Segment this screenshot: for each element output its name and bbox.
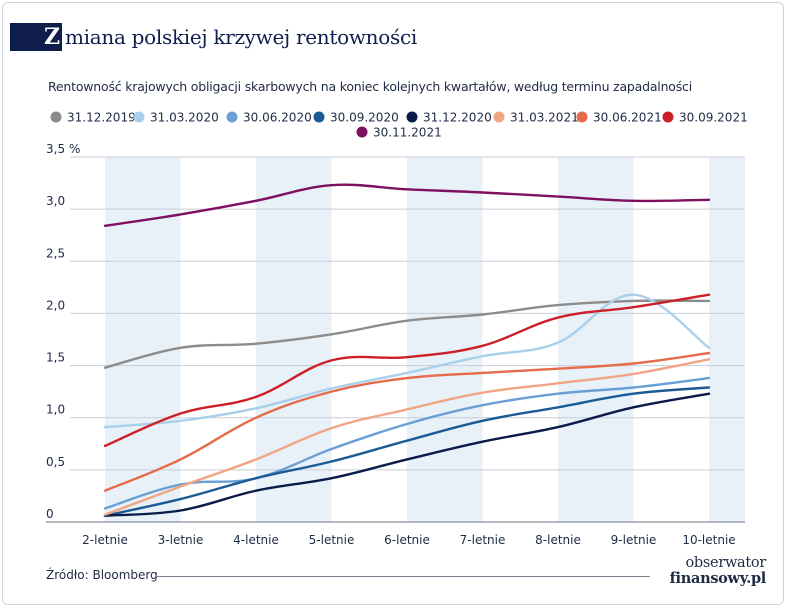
x-tick-label: 6-letnie <box>384 533 430 547</box>
legend-label: 31.12.2019 <box>67 111 136 125</box>
series-line-31.03.2021 <box>103 358 711 516</box>
background-band <box>105 157 181 522</box>
legend-marker <box>313 111 325 123</box>
legend-label: 31.03.2020 <box>150 111 219 125</box>
series-line-30.06.2020 <box>103 376 711 510</box>
x-tick-label: 9-letnie <box>611 533 657 547</box>
y-tick-label: 0 <box>46 507 54 521</box>
x-tick-label: 10-letnie <box>682 533 735 547</box>
title-text: miana polskiej krzywej rentowności <box>65 25 417 49</box>
y-unit-label: % <box>69 142 80 156</box>
legend-label: 30.09.2020 <box>330 111 399 125</box>
series-line-30.09.2020 <box>103 386 711 517</box>
legend-label: 30.11.2021 <box>373 126 442 140</box>
source-divider <box>155 576 650 577</box>
legend-marker <box>493 111 505 123</box>
series-line-30.11.2021 <box>103 183 711 227</box>
y-tick-label: 1,0 <box>46 403 65 417</box>
legend-marker <box>226 111 238 123</box>
x-tick-label: 8-letnie <box>535 533 581 547</box>
logo: obserwator finansowy.pl <box>656 555 767 587</box>
title: Z miana polskiej krzywej rentowności <box>10 22 417 52</box>
y-tick-label: 1,5 <box>46 351 65 365</box>
series-line-31.12.2020 <box>103 392 711 517</box>
series-line-31.03.2020 <box>103 293 711 429</box>
y-tick-label: 2,5 <box>46 246 65 260</box>
x-tick-label: 7-letnie <box>460 533 506 547</box>
legend-label: 31.12.2020 <box>423 111 492 125</box>
background-band <box>558 157 634 522</box>
legend-marker <box>50 111 62 123</box>
y-tick-label: 2,0 <box>46 298 65 312</box>
background-band <box>407 157 483 522</box>
y-tick-label: 0,5 <box>46 455 65 469</box>
logo-line-1: obserwator <box>685 555 766 571</box>
legend-label: 30.09.2021 <box>679 111 748 125</box>
background-band <box>709 157 745 522</box>
legend-label: 31.03.2021 <box>510 111 579 125</box>
logo-line-2: finansowy.pl <box>669 570 767 587</box>
series-line-30.06.2021 <box>103 351 711 492</box>
series-line-30.09.2021 <box>103 293 711 448</box>
source-note: Źródło: Bloomberg <box>46 568 158 582</box>
x-tick-label: 3-letnie <box>158 533 204 547</box>
x-tick-label: 4-letnie <box>233 533 279 547</box>
y-tick-label: 3,5 <box>46 142 65 156</box>
legend-marker <box>576 111 588 123</box>
legend-label: 30.06.2020 <box>243 111 312 125</box>
legend-label: 30.06.2021 <box>593 111 662 125</box>
title-initial-block: Z <box>10 23 62 51</box>
legend-marker <box>406 111 418 123</box>
chart-subtitle: Rentowność krajowych obligacji skarbowyc… <box>48 79 693 94</box>
legend-marker <box>662 111 674 123</box>
legend-marker <box>356 126 368 138</box>
legend-marker <box>133 111 145 123</box>
x-tick-label: 5-letnie <box>309 533 355 547</box>
y-tick-label: 3,0 <box>46 194 65 208</box>
x-tick-label: 2-letnie <box>82 533 128 547</box>
